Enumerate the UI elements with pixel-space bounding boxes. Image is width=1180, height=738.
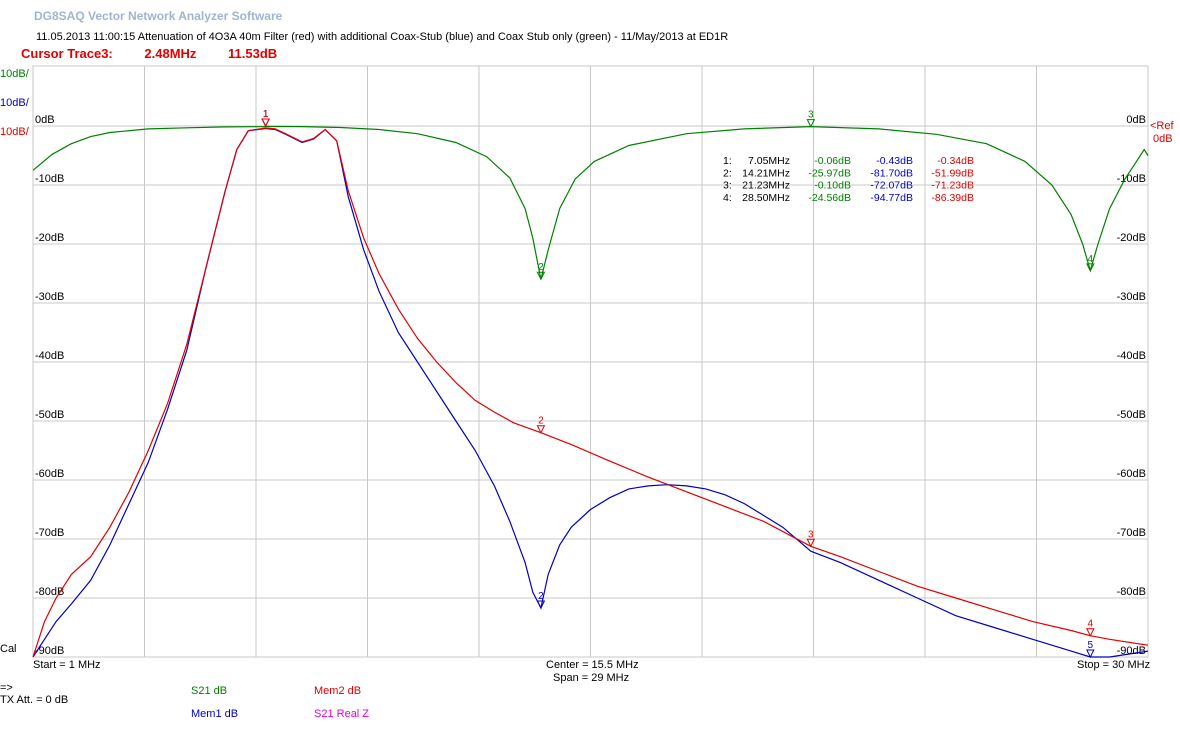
y-tick-label-left: -70dB bbox=[35, 527, 64, 539]
arrow-indicator: => bbox=[0, 682, 13, 694]
marker-triangle bbox=[536, 600, 546, 610]
marker-triangle bbox=[1086, 263, 1095, 273]
marker-triangle bbox=[1086, 628, 1095, 637]
y-tick-label-right: -90dB bbox=[1117, 645, 1146, 657]
cal-indicator: Cal bbox=[0, 643, 17, 655]
marker-triangle bbox=[1086, 649, 1095, 659]
marker-triangle bbox=[536, 425, 546, 434]
trace-red bbox=[32, 127, 1149, 658]
y-tick-label-right: -30dB bbox=[1117, 291, 1146, 303]
y-tick-label-left: -20dB bbox=[35, 232, 64, 244]
marker-label: 3 bbox=[808, 529, 814, 540]
marker-triangle bbox=[806, 538, 816, 548]
y-tick-label-left: -40dB bbox=[35, 350, 64, 362]
measurement-header: 11.05.2013 11:00:15 Attenuation of 4O3A … bbox=[36, 31, 729, 43]
marker-label: 4 bbox=[1088, 619, 1094, 630]
cursor-readout: Cursor Trace3: 2.48MHz 11.53dB bbox=[21, 46, 305, 61]
marker-label: 1 bbox=[263, 109, 269, 120]
ref-value: 0dB bbox=[1153, 133, 1173, 145]
ref-label: <Ref bbox=[1150, 120, 1174, 132]
marker-table-cell: -0.43dB bbox=[876, 155, 913, 167]
y-tick-label-right: 0dB bbox=[1126, 114, 1146, 126]
y-tick-label-left: -10dB bbox=[35, 173, 64, 185]
y-tick-label-left: -50dB bbox=[35, 409, 64, 421]
marker-triangle bbox=[536, 271, 546, 281]
marker-table-cell: -0.06dB bbox=[814, 155, 851, 167]
tx-attenuation: TX Att. = 0 dB bbox=[0, 694, 69, 706]
scale-label: 10dB/ bbox=[0, 97, 30, 109]
start-frequency: Start = 1 MHz bbox=[33, 659, 101, 671]
marker-table-cell: 2: bbox=[723, 167, 732, 179]
scale-label: 10dB/ bbox=[0, 68, 30, 80]
marker-table-cell: -94.77dB bbox=[870, 192, 913, 204]
marker-table-cell: -24.56dB bbox=[808, 192, 851, 204]
marker-table-cell: -51.99dB bbox=[931, 167, 974, 179]
y-tick-label-right: -50dB bbox=[1117, 409, 1146, 421]
marker-label: 3 bbox=[808, 110, 814, 121]
scale-label: 10dB/ bbox=[0, 126, 30, 138]
y-tick-label-right: -40dB bbox=[1117, 350, 1146, 362]
marker-table-cell: 3: bbox=[723, 180, 732, 192]
center-frequency: Center = 15.5 MHz bbox=[546, 659, 639, 671]
app-title: DG8SAQ Vector Network Analyzer Software bbox=[34, 9, 283, 23]
marker-label: 5 bbox=[1088, 640, 1094, 651]
marker-table-cell: 7.05MHz bbox=[748, 155, 790, 167]
y-tick-label-right: -80dB bbox=[1117, 586, 1146, 598]
y-tick-label-left: -60dB bbox=[35, 468, 64, 480]
marker-table-cell: -0.34dB bbox=[937, 155, 974, 167]
marker-label: 2 bbox=[538, 591, 544, 602]
marker-table-cell: 21.23MHz bbox=[742, 180, 790, 192]
y-tick-label-left: -80dB bbox=[35, 586, 64, 598]
marker-label: 1 bbox=[263, 109, 269, 120]
marker-table-cell: 28.50MHz bbox=[742, 192, 790, 204]
marker-table-cell: -25.97dB bbox=[808, 167, 851, 179]
cursor-frequency: 2.48MHz bbox=[144, 46, 197, 61]
marker-table-cell: -81.70dB bbox=[870, 167, 913, 179]
marker-table-cell: 1: bbox=[723, 155, 732, 167]
legend-mem2[interactable]: Mem2 dB bbox=[314, 685, 362, 697]
marker-table-cell: 14.21MHz bbox=[742, 167, 790, 179]
marker-table-cell: 4: bbox=[723, 192, 732, 204]
y-tick-label-left: 0dB bbox=[35, 114, 55, 126]
legend-mem1[interactable]: Mem1 dB bbox=[191, 708, 239, 720]
marker-triangle bbox=[261, 118, 270, 128]
y-tick-label-right: -70dB bbox=[1117, 527, 1146, 539]
legend-s21-realz[interactable]: S21 Real Z bbox=[314, 708, 370, 720]
marker-table-cell: -72.07dB bbox=[870, 180, 913, 192]
stop-frequency: Stop = 30 MHz bbox=[1077, 659, 1151, 671]
marker-table-cell: -0.10dB bbox=[814, 180, 851, 192]
marker-label: 4 bbox=[1088, 254, 1094, 265]
y-tick-label-right: -20dB bbox=[1117, 232, 1146, 244]
y-tick-label-right: -60dB bbox=[1117, 468, 1146, 480]
marker-label: 2 bbox=[538, 262, 544, 273]
y-tick-label-left: -30dB bbox=[35, 291, 64, 303]
y-tick-label-right: -10dB bbox=[1117, 173, 1146, 185]
marker-table-cell: -86.39dB bbox=[931, 192, 974, 204]
span-frequency: Span = 29 MHz bbox=[553, 672, 630, 684]
trace-green bbox=[32, 125, 1149, 280]
marker-table-cell: -71.23dB bbox=[931, 180, 974, 192]
cursor-value: 11.53dB bbox=[228, 46, 278, 61]
y-tick-label-left: -90dB bbox=[35, 645, 64, 657]
marker-triangle bbox=[806, 119, 816, 128]
marker-label: 2 bbox=[538, 416, 544, 427]
cursor-label: Cursor Trace3: bbox=[21, 46, 113, 61]
legend-s21-db[interactable]: S21 dB bbox=[191, 685, 228, 697]
